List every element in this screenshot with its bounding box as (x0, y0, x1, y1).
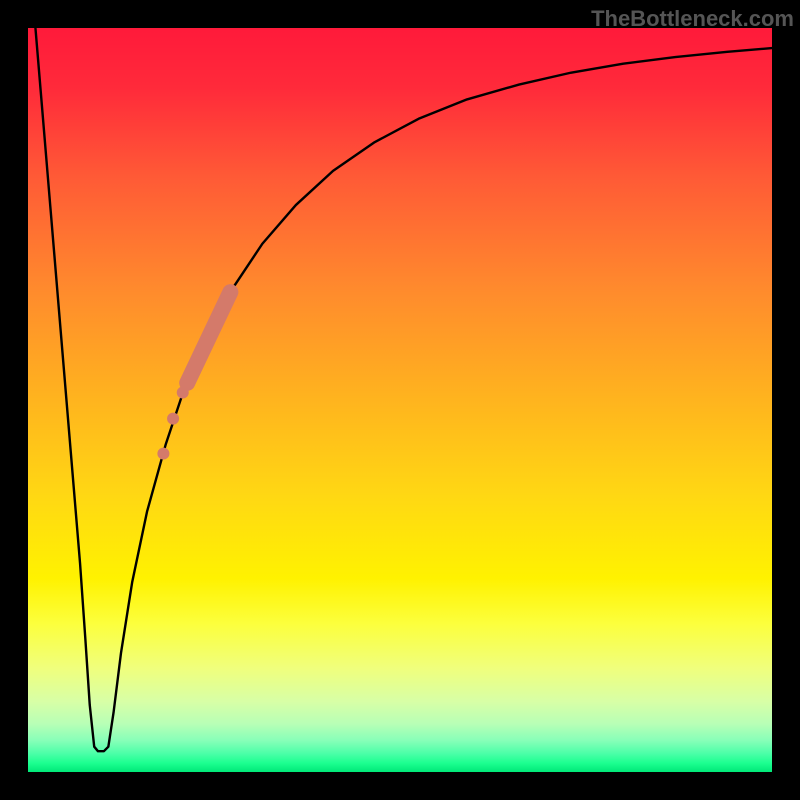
data-point-marker (167, 413, 179, 425)
gradient-background (28, 28, 772, 772)
chart-container: TheBottleneck.com (0, 0, 800, 800)
data-point-marker (157, 448, 169, 460)
chart-svg (28, 28, 772, 772)
plot-area (28, 28, 772, 772)
data-point-marker (177, 387, 189, 399)
